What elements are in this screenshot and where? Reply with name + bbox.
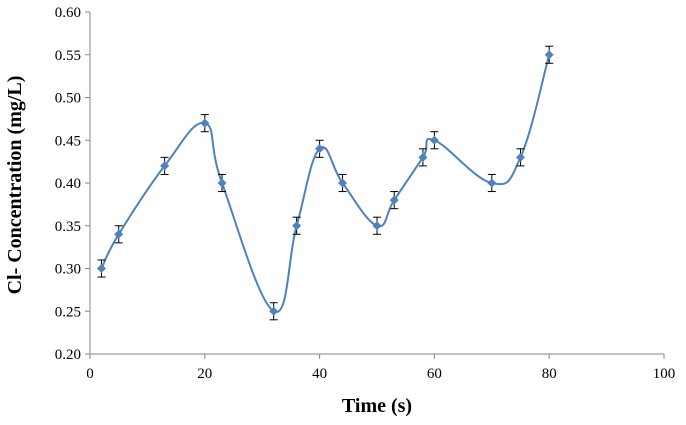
data-point bbox=[217, 178, 227, 188]
data-point bbox=[96, 264, 106, 273]
data-point bbox=[269, 306, 279, 316]
y-tick-label: 0.35 bbox=[55, 219, 81, 235]
x-tick-label: 100 bbox=[653, 366, 676, 382]
x-axis-title: Time (s) bbox=[342, 395, 412, 417]
y-tick-label: 0.60 bbox=[55, 5, 81, 21]
y-axis-ticks: 0.20 0.25 0.30 0.35 0.40 0.45 0.50 0.55 0.60 bbox=[55, 5, 90, 363]
data-point bbox=[429, 135, 439, 145]
data-point bbox=[544, 50, 554, 60]
series-line bbox=[100, 54, 551, 313]
data-point bbox=[200, 118, 210, 128]
y-tick-label: 0.50 bbox=[55, 91, 81, 107]
data-point bbox=[338, 178, 348, 188]
y-tick-label: 0.25 bbox=[55, 304, 81, 320]
data-point bbox=[418, 152, 428, 162]
x-tick-label: 80 bbox=[542, 366, 557, 382]
y-tick-label: 0.45 bbox=[55, 133, 81, 149]
data-point bbox=[315, 144, 325, 154]
x-axis-ticks: 0 20 40 60 80 100 bbox=[86, 354, 675, 382]
data-point bbox=[389, 195, 399, 205]
y-tick-label: 0.40 bbox=[55, 176, 81, 192]
x-tick-label: 40 bbox=[312, 366, 327, 382]
data-markers bbox=[96, 50, 554, 316]
y-tick-label: 0.55 bbox=[55, 48, 81, 64]
x-tick-label: 20 bbox=[197, 366, 212, 382]
axes bbox=[89, 12, 664, 355]
error-bars bbox=[97, 45, 554, 321]
x-tick-label: 0 bbox=[86, 366, 94, 382]
data-point bbox=[487, 178, 497, 188]
x-tick-label: 60 bbox=[427, 366, 442, 382]
data-point bbox=[516, 152, 525, 162]
data-point bbox=[292, 221, 302, 231]
data-point bbox=[160, 161, 170, 171]
y-axis-title: Cl- Concentration (mg/L) bbox=[4, 76, 26, 295]
y-tick-label: 0.20 bbox=[55, 347, 81, 363]
data-point bbox=[372, 221, 382, 231]
y-tick-label: 0.30 bbox=[55, 262, 81, 278]
data-point bbox=[114, 229, 124, 239]
